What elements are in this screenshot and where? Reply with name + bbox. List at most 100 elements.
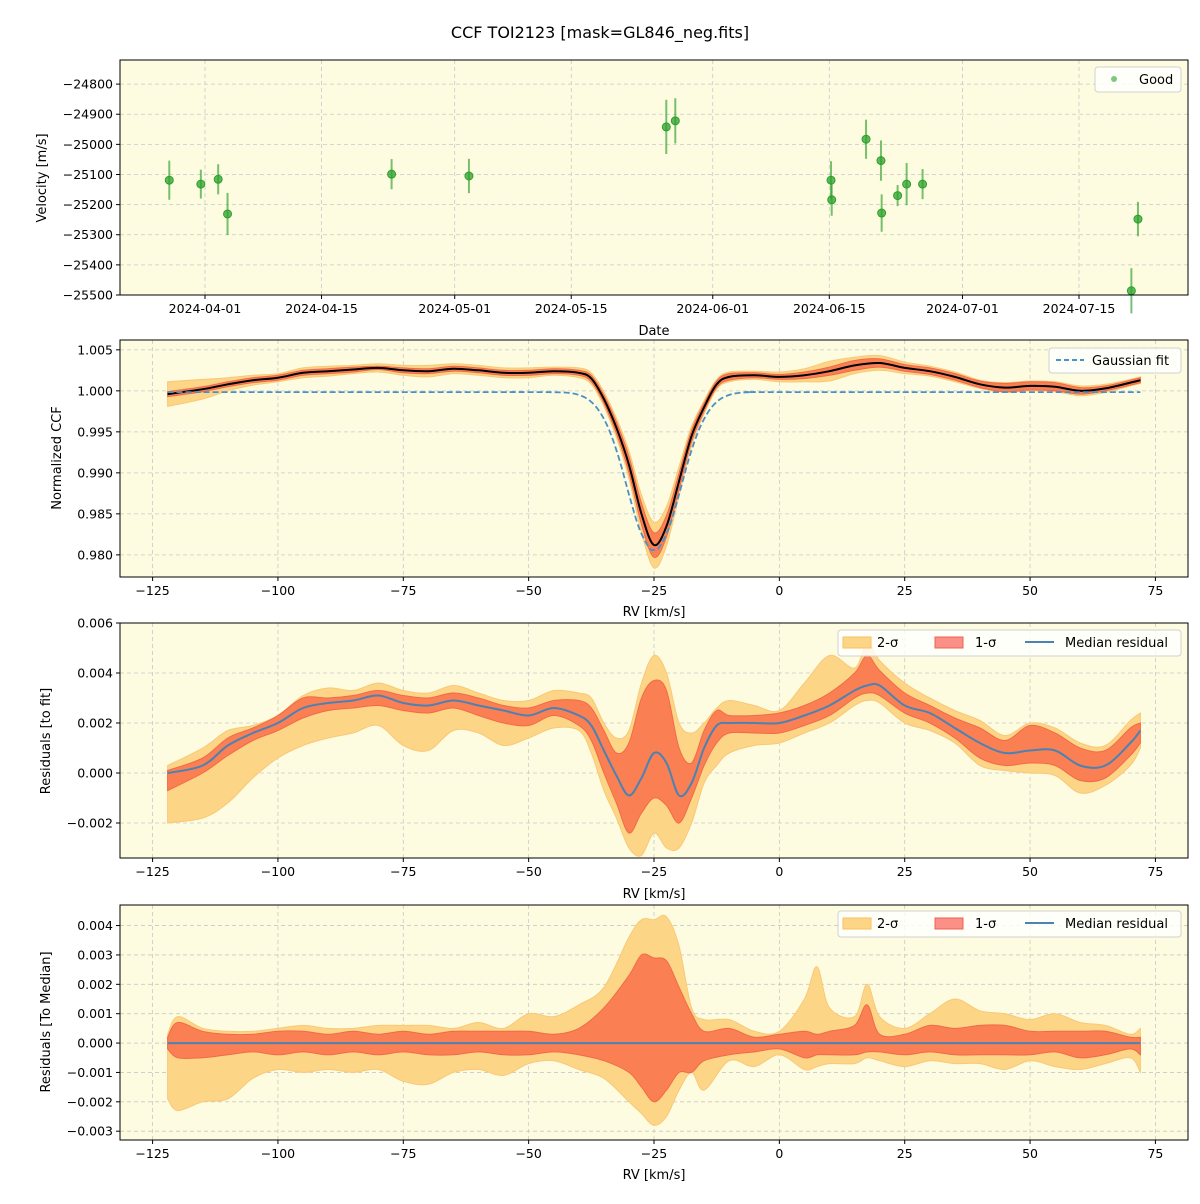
panel-residuals-median: −125 −100 −75 −50 −25 0 25 50 75 0.004 0.003 0.002 0… xyxy=(67,904,1189,1161)
legend-good-marker xyxy=(1111,76,1117,82)
data-point xyxy=(213,174,223,184)
x-tick-label: 2024-05-15 xyxy=(535,301,608,316)
x-tick-label: 75 xyxy=(1147,583,1163,598)
data-point xyxy=(918,179,928,189)
data-point xyxy=(893,191,903,201)
y-tick-label: −0.001 xyxy=(67,1065,113,1080)
y-tick-label: 1.000 xyxy=(77,383,113,398)
x-tick-label: −50 xyxy=(515,583,541,598)
legend-good-label: Good xyxy=(1139,73,1173,88)
data-point xyxy=(1126,286,1136,296)
x-tick-label: 50 xyxy=(1022,1146,1038,1161)
y-tick-label: 0.995 xyxy=(77,424,113,439)
plot-area xyxy=(120,60,1188,295)
x-tick-label: −75 xyxy=(390,864,416,879)
x-tick-label: 75 xyxy=(1147,864,1163,879)
y-tick-label: 0.003 xyxy=(77,947,113,962)
legend-1sigma-swatch xyxy=(934,917,964,930)
y-tick-label: −25300 xyxy=(63,227,113,242)
data-point xyxy=(164,175,174,185)
x-tick-label: 0 xyxy=(775,583,783,598)
y-tick-label: 0.006 xyxy=(77,616,113,631)
data-point xyxy=(464,171,474,181)
data-point xyxy=(196,179,206,189)
panel4-xlabel: RV [km/s] xyxy=(623,1168,686,1183)
y-tick-label: 0.004 xyxy=(77,666,113,681)
x-tick-label: −25 xyxy=(641,1146,667,1161)
data-point xyxy=(877,208,887,218)
legend-2sigma-swatch xyxy=(842,917,872,930)
y-tick-label: −25500 xyxy=(63,288,113,303)
panel3-xlabel: RV [km/s] xyxy=(623,887,686,902)
y-tick-label: −25000 xyxy=(63,137,113,152)
x-tick-label: −75 xyxy=(390,1146,416,1161)
legend-residuals-fit: 2-σ 1-σ Median residual xyxy=(837,629,1182,657)
axes-frame xyxy=(119,622,1189,859)
x-tick-label: −50 xyxy=(515,1146,541,1161)
y-tick-label: 0.004 xyxy=(77,918,113,933)
data-point xyxy=(661,122,671,132)
panel-velocity: 2024-04-01 2024-04-15 2024-05-01 2024-05-15… xyxy=(63,59,1189,316)
y-tick-label: 0.001 xyxy=(77,1006,113,1021)
y-tick-label: −24800 xyxy=(63,77,113,92)
x-tick-label: −100 xyxy=(261,864,295,879)
legend-ccf: Gaussian fit xyxy=(1048,347,1182,374)
panel2-ylabel: Normalized CCF xyxy=(50,406,65,510)
panel4-ylabel: Residuals [To Median] xyxy=(39,951,54,1092)
y-tick-label: −25100 xyxy=(63,167,113,182)
legend-2sigma-label: 2-σ xyxy=(877,917,898,932)
sigma1-band xyxy=(167,953,1141,1103)
y-tick-label: −25200 xyxy=(63,197,113,212)
x-tick-label: 50 xyxy=(1022,583,1038,598)
y-tick-label: 0.002 xyxy=(77,977,113,992)
x-tick-label: 75 xyxy=(1147,1146,1163,1161)
y-tick-label: 0.002 xyxy=(77,716,113,731)
data-point xyxy=(1133,214,1143,224)
x-tick-label: 25 xyxy=(897,1146,913,1161)
legend-velocity: Good xyxy=(1094,66,1182,93)
panel3-ylabel: Residuals [to fit] xyxy=(39,688,54,794)
data-point xyxy=(826,175,836,185)
x-tick-label: −100 xyxy=(261,1146,295,1161)
x-tick-label: 2024-06-01 xyxy=(676,301,749,316)
x-tick-label: −125 xyxy=(135,1146,169,1161)
axes-frame xyxy=(119,339,1189,578)
data-point xyxy=(902,179,912,189)
axes-frame xyxy=(119,904,1189,1141)
legend-2sigma-swatch xyxy=(842,636,872,649)
x-tick-label: −75 xyxy=(390,583,416,598)
legend-1sigma-label: 1-σ xyxy=(975,636,996,651)
data-point xyxy=(223,209,233,219)
x-tick-label: 2024-07-15 xyxy=(1043,301,1116,316)
median-residual-line xyxy=(167,682,1142,798)
legend-median-label: Median residual xyxy=(1065,636,1168,651)
y-tick-label: 1.005 xyxy=(77,342,113,357)
x-tick-label: 0 xyxy=(775,864,783,879)
legend-1sigma-swatch xyxy=(934,636,964,649)
median-ccf-line xyxy=(167,361,1141,547)
panel1-xlabel: Date xyxy=(638,324,669,339)
y-tick-label: 0.985 xyxy=(77,506,113,521)
panel2-xlabel: RV [km/s] xyxy=(623,605,686,620)
y-tick-label: −25400 xyxy=(63,257,113,272)
data-point xyxy=(876,156,886,166)
x-tick-label: 25 xyxy=(897,583,913,598)
x-tick-label: −125 xyxy=(135,583,169,598)
x-tick-label: 0 xyxy=(775,1146,783,1161)
x-tick-label: 50 xyxy=(1022,864,1038,879)
x-tick-label: −100 xyxy=(261,583,295,598)
y-tick-label: 0.990 xyxy=(77,465,113,480)
data-point xyxy=(827,195,837,205)
panel-residuals-fit: −125 −100 −75 −50 −25 0 25 50 75 0.006 0.004 0.002 0… xyxy=(67,616,1189,879)
legend-2sigma-label: 2-σ xyxy=(877,636,898,651)
x-tick-label: 2024-05-01 xyxy=(418,301,491,316)
data-point xyxy=(387,169,397,179)
x-tick-label: 2024-07-01 xyxy=(926,301,999,316)
y-tick-label: −0.002 xyxy=(67,1094,113,1109)
panel1-ylabel: Velocity [m/s] xyxy=(35,133,50,222)
y-tick-label: 0.000 xyxy=(77,766,113,781)
x-tick-label: −50 xyxy=(515,864,541,879)
x-tick-label: 2024-06-15 xyxy=(793,301,866,316)
x-tick-label: 25 xyxy=(897,864,913,879)
panel-ccf: −125 −100 −75 −50 −25 0 25 50 75 1.005 1.000 0.995 0… xyxy=(77,339,1189,598)
